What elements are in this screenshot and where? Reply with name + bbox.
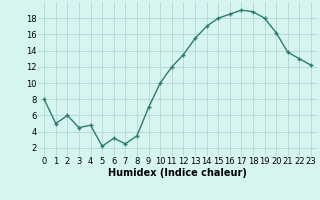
X-axis label: Humidex (Indice chaleur): Humidex (Indice chaleur) <box>108 168 247 178</box>
